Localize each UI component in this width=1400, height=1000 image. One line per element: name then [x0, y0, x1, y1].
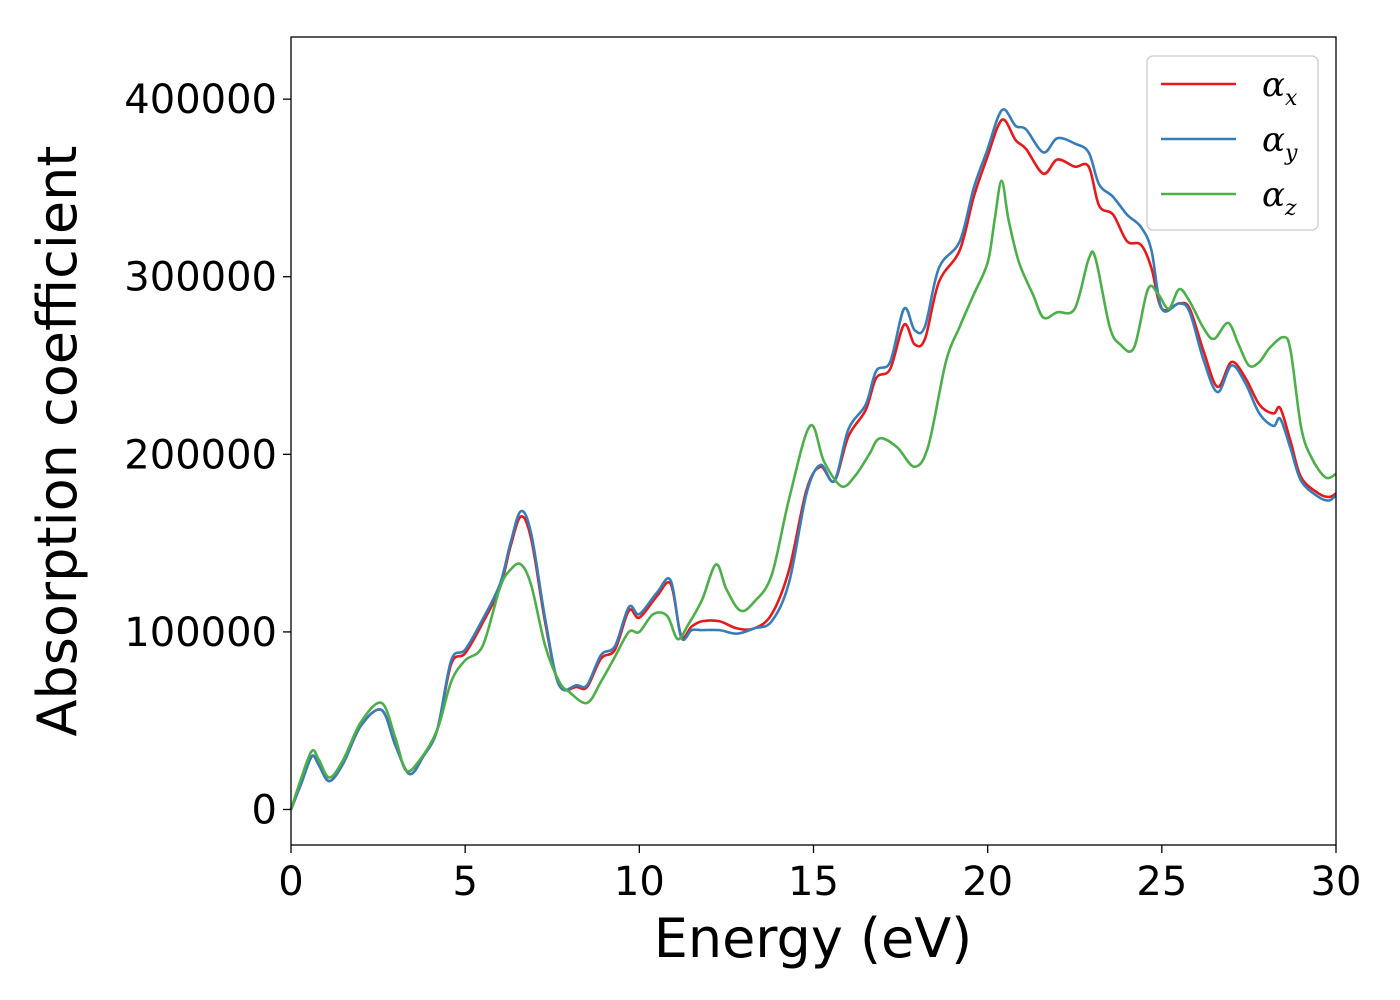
y-tick-label: 400000 — [124, 77, 277, 123]
y-tick-label: 0 — [252, 787, 277, 833]
x-tick-label: 0 — [278, 859, 303, 905]
x-tick-label: 10 — [614, 859, 665, 905]
x-tick-label: 25 — [1136, 859, 1187, 905]
series-line-y — [289, 108, 1337, 810]
x-axis-label: Energy (eV) — [654, 907, 973, 970]
x-tick-label: 20 — [962, 859, 1013, 905]
y-axis: 0 100000 200000 300000 400000 — [124, 77, 291, 833]
x-tick-label: 15 — [788, 859, 839, 905]
y-tick-label: 200000 — [124, 432, 277, 478]
series-line-z — [289, 179, 1337, 810]
y-axis-label: Absorption coefficient — [26, 146, 89, 737]
y-tick-label: 100000 — [124, 610, 277, 656]
legend-box — [1146, 55, 1319, 231]
legend-label-z: αz — [1262, 175, 1297, 221]
y-tick-label: 300000 — [124, 255, 277, 301]
series-layer — [289, 108, 1337, 810]
legend-subscript: z — [1284, 196, 1297, 221]
x-axis: 0 5 10 15 20 25 30 — [278, 845, 1361, 905]
x-tick-label: 5 — [452, 859, 477, 905]
legend-subscript: y — [1284, 141, 1298, 166]
legend-subscript: x — [1285, 86, 1298, 111]
x-tick-label: 30 — [1311, 859, 1362, 905]
